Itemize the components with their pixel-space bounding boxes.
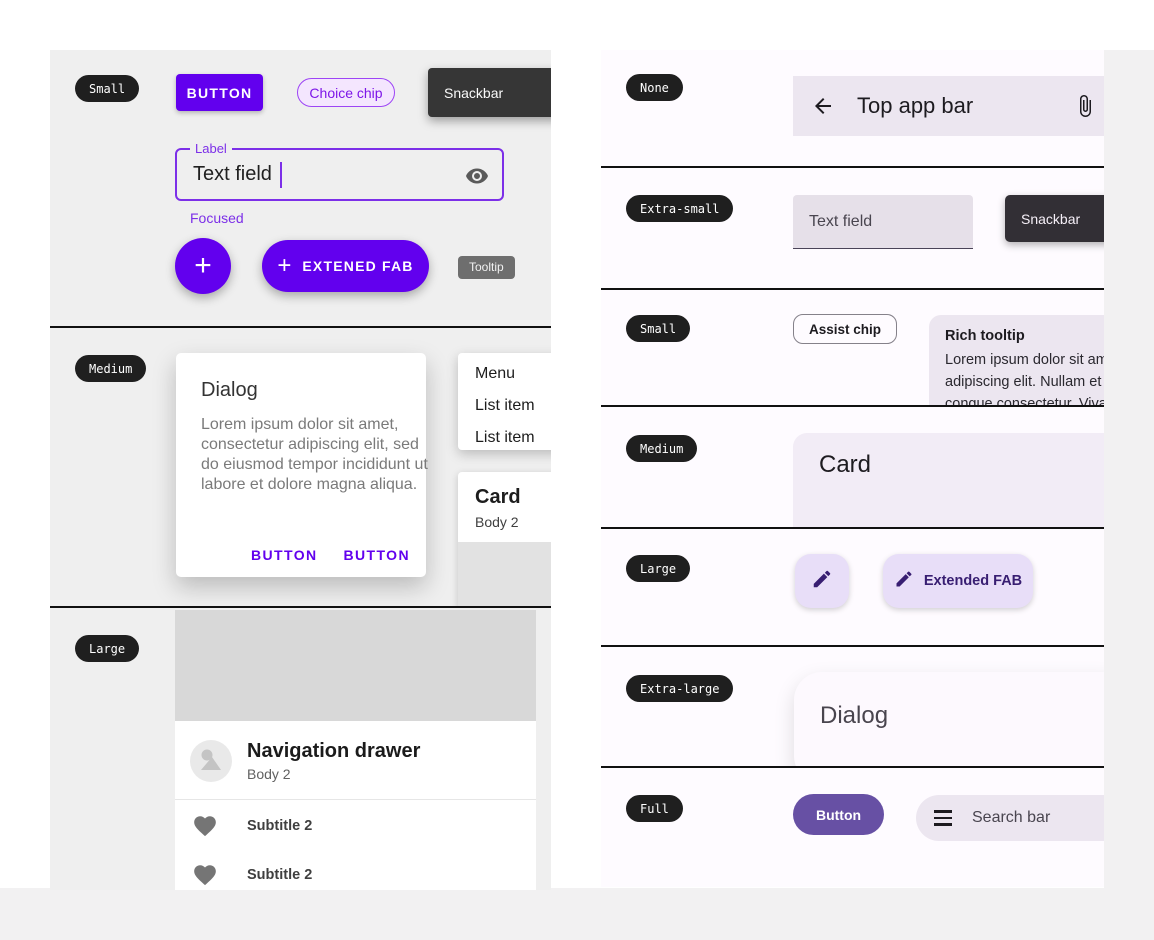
plus-icon: + [194, 249, 212, 282]
snackbar: Snackbar [428, 68, 551, 117]
size-badge-small: Small [75, 75, 140, 102]
plain-tooltip: Tooltip [458, 256, 515, 279]
menu-item[interactable]: Menu [475, 365, 516, 382]
heart-icon [192, 862, 218, 888]
card-subtitle: Body 2 [475, 514, 519, 530]
right-section-medium: Medium Card [601, 407, 1104, 529]
fab[interactable] [795, 554, 849, 608]
dialog: Dialog Lorem ipsum dolor sit amet, conse… [176, 353, 428, 577]
drawer-item-label: Subtitle 2 [247, 867, 313, 883]
left-section-medium: Medium Dialog Lorem ipsum dolor sit amet… [50, 328, 551, 608]
size-badge-large: Large [75, 635, 140, 662]
size-badge-extra-large: Extra-large [626, 675, 734, 702]
background-bottom-margin [0, 888, 1154, 940]
rich-tooltip-line: adipiscing elit. Nullam et congue [945, 374, 1104, 390]
right-section-extra-large: Extra-large Dialog [601, 647, 1104, 768]
drawer-header: Navigation drawer Body 2 [175, 721, 536, 800]
drawer-subtitle: Body 2 [247, 766, 291, 782]
assist-chip[interactable]: Assist chip [793, 314, 897, 344]
search-bar-placeholder: Search bar [972, 809, 1051, 826]
outlined-text-field[interactable]: Label Text field [175, 141, 504, 201]
right-panel-md3: None Top app bar Extra-small Text field … [601, 50, 1104, 887]
right-section-full: Full Button Search bar [601, 768, 1104, 887]
size-badge-small: Small [626, 315, 691, 342]
size-badge-extra-small: Extra-small [626, 195, 734, 222]
extended-fab-label: EXTENED FAB [302, 258, 414, 274]
right-section-large: Large Extended FAB [601, 529, 1104, 647]
text-cursor [279, 161, 282, 188]
rich-tooltip-line: Lorem ipsum dolor sit amet, consectetur [945, 352, 1104, 368]
left-section-large: Large Navigation drawer Body 2 Subtitle … [50, 608, 551, 890]
rich-tooltip: Rich tooltip Lorem ipsum dolor sit amet,… [929, 315, 1104, 407]
menu-item[interactable]: List item [475, 397, 535, 414]
filled-text-field[interactable]: Text field [793, 195, 973, 249]
search-bar[interactable]: Search bar [916, 795, 1104, 841]
extended-fab-label: Extended FAB [923, 573, 1023, 589]
card-media-placeholder [458, 542, 551, 606]
left-panel-md2: Small BUTTON Choice chip Snackbar Label … [50, 50, 551, 890]
rich-tooltip-title: Rich tooltip [945, 328, 1025, 344]
menu: Menu List item List item [458, 353, 551, 450]
card-title: Card [819, 451, 872, 478]
card: Card [793, 433, 1104, 527]
plus-icon: + [277, 252, 292, 279]
dialog-body-line: do eiusmod tempor incididunt ut [201, 456, 428, 473]
dialog-button[interactable]: BUTTON [251, 547, 318, 563]
pencil-icon [811, 568, 833, 595]
contained-button[interactable]: BUTTON [176, 74, 263, 111]
visibility-icon[interactable] [465, 164, 489, 188]
top-app-bar: Top app bar [793, 76, 1104, 136]
text-field-value: Text field [193, 163, 272, 185]
card-title: Card [475, 486, 521, 508]
dialog-actions: BUTTON BUTTON [251, 547, 410, 563]
navigation-drawer: Navigation drawer Body 2 Subtitle 2 Subt… [175, 610, 536, 890]
rich-tooltip-line: congue consectetur. Vivamus at [945, 396, 1104, 407]
drawer-list-item[interactable]: Subtitle 2 [175, 854, 536, 890]
left-section-small: Small BUTTON Choice chip Snackbar Label … [50, 50, 551, 328]
dialog-title: Dialog [201, 379, 258, 401]
dialog-button[interactable]: BUTTON [343, 547, 410, 563]
right-section-extra-small: Extra-small Text field Snackbar [601, 168, 1104, 290]
card: Card Body 2 [458, 472, 551, 606]
menu-item[interactable]: List item [475, 429, 535, 446]
extended-fab[interactable]: + EXTENED FAB [262, 240, 429, 292]
text-field-label: Label [190, 141, 232, 156]
drawer-list-item[interactable]: Subtitle 2 [175, 805, 536, 849]
drawer-title: Navigation drawer [247, 740, 421, 762]
heart-icon [192, 813, 218, 839]
filled-button[interactable]: Button [793, 794, 884, 835]
dialog-body-line: Lorem ipsum dolor sit amet, [201, 416, 399, 433]
hamburger-icon[interactable] [934, 810, 952, 826]
background-right-margin [1104, 50, 1154, 940]
right-section-small: Small Assist chip Rich tooltip Lorem ips… [601, 290, 1104, 407]
snackbar: Snackbar [1005, 195, 1104, 242]
arrow-back-icon[interactable] [811, 94, 835, 118]
fab[interactable]: + [175, 238, 231, 294]
dialog-body-line: labore et dolore magna aliqua. [201, 476, 418, 493]
pencil-icon [894, 569, 914, 594]
extended-fab[interactable]: Extended FAB [883, 554, 1033, 608]
size-badge-medium: Medium [75, 355, 147, 382]
choice-chip[interactable]: Choice chip [297, 78, 395, 107]
dialog-body-line: consectetur adipiscing elit, sed [201, 436, 419, 453]
drawer-item-label: Subtitle 2 [247, 818, 313, 834]
size-badge-none: None [626, 74, 683, 101]
size-badge-full: Full [626, 795, 683, 822]
avatar-image-placeholder-icon [190, 740, 232, 782]
paperclip-icon[interactable] [1073, 94, 1097, 118]
text-field-helper: Focused [190, 210, 244, 226]
size-badge-medium: Medium [626, 435, 698, 462]
drawer-image-placeholder [175, 610, 536, 721]
app-bar-title: Top app bar [857, 93, 974, 118]
dialog-title: Dialog [820, 702, 889, 729]
dialog: Dialog [794, 672, 1104, 766]
dialog-body: Lorem ipsum dolor sit amet, consectetur … [201, 415, 428, 495]
right-section-none: None Top app bar [601, 50, 1104, 168]
size-badge-large: Large [626, 555, 691, 582]
